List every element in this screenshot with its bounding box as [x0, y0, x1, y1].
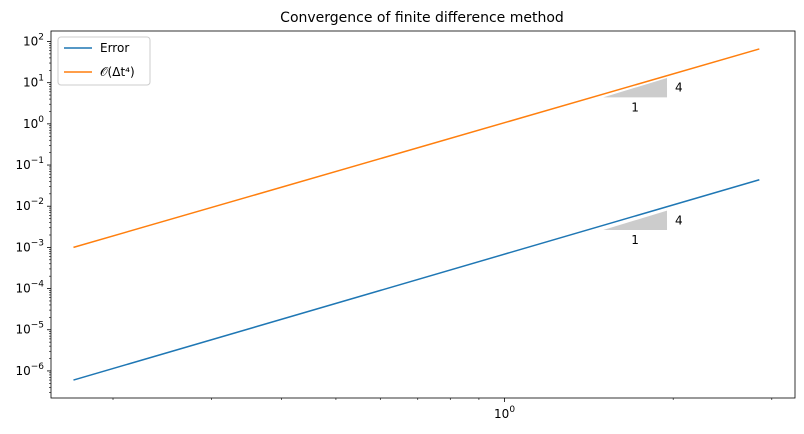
slope-run-label: 1	[631, 233, 639, 247]
legend-box	[57, 36, 151, 86]
y-tick-label: 10−6	[15, 362, 44, 378]
y-tick-label: 10−2	[15, 197, 44, 213]
y-tick-label: 10−1	[15, 156, 44, 172]
slope-rise-label: 4	[675, 81, 683, 95]
legend-label: Error	[100, 41, 129, 55]
y-tick-label: 10−4	[15, 280, 44, 296]
y-tick-label: 100	[23, 115, 44, 131]
y-tick-label: 10−3	[15, 238, 44, 254]
chart-title: Convergence of finite difference method	[280, 10, 564, 26]
slope-rise-label: 4	[675, 213, 683, 227]
series-line	[73, 48, 760, 249]
slope-run-label: 1	[631, 100, 639, 114]
slope-triangle	[603, 210, 668, 230]
slope-triangle	[603, 77, 668, 98]
axes-frame	[50, 30, 796, 399]
legend-label: 𝒪(Δt⁴)	[100, 65, 135, 79]
plot-area: 1 4 1 4 10−6 10−5 10−4 10−3 10−2 10−1 100 101 102 100	[15, 30, 796, 421]
y-tick-label: 102	[23, 33, 44, 49]
x-tick-label: 100	[494, 405, 515, 421]
y-tick-label: 10−5	[15, 321, 44, 337]
y-tick-label: 101	[23, 74, 44, 90]
legend: Error 𝒪(Δt⁴)	[57, 36, 151, 86]
series-line	[73, 179, 760, 381]
